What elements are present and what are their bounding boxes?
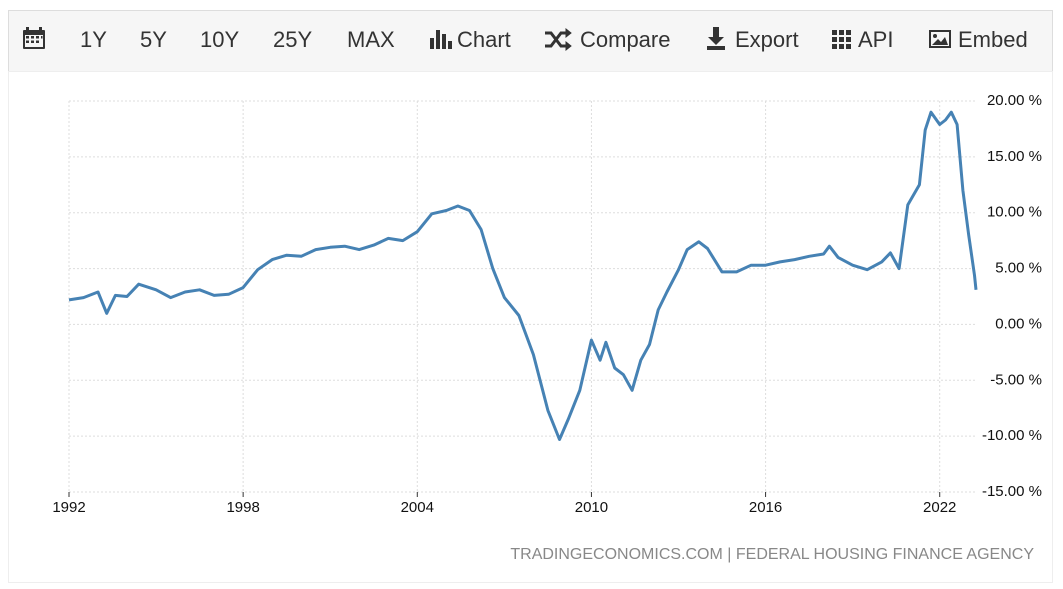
toolbar-button[interactable]: 25Y bbox=[273, 27, 312, 52]
embed-icon[interactable] bbox=[929, 30, 951, 48]
y-tick-label: -10.00 % bbox=[982, 427, 1042, 444]
source-credit: TRADINGECONOMICS.COM | FEDERAL HOUSING F… bbox=[510, 546, 1034, 563]
api-icon[interactable] bbox=[832, 30, 851, 49]
y-tick-label: 5.00 % bbox=[995, 260, 1042, 277]
calendar-icon[interactable] bbox=[23, 27, 45, 49]
x-tick-label: 2022 bbox=[923, 499, 956, 516]
toolbar-button[interactable]: Embed bbox=[958, 27, 1028, 52]
toolbar-button[interactable]: Export bbox=[735, 27, 799, 52]
toolbar-button[interactable]: 5Y bbox=[140, 27, 167, 52]
y-tick-label: 0.00 % bbox=[995, 315, 1042, 332]
x-tick-label: 2004 bbox=[401, 499, 434, 516]
x-tick-label: 1998 bbox=[226, 499, 259, 516]
toolbar bbox=[8, 10, 1053, 72]
y-tick-label: 15.00 % bbox=[987, 148, 1042, 165]
chart-frame bbox=[8, 71, 1053, 583]
toolbar-button[interactable]: API bbox=[858, 27, 893, 52]
y-tick-label: -15.00 % bbox=[982, 483, 1042, 500]
x-tick-label: 2010 bbox=[575, 499, 608, 516]
data-line bbox=[68, 110, 978, 441]
toolbar-button[interactable]: Chart bbox=[457, 27, 511, 52]
toolbar-button[interactable]: 1Y bbox=[80, 27, 107, 52]
export-icon[interactable] bbox=[707, 27, 725, 50]
y-tick-label: 20.00 % bbox=[987, 92, 1042, 109]
toolbar-button[interactable]: 10Y bbox=[200, 27, 239, 52]
chart-icon[interactable] bbox=[430, 30, 452, 49]
y-tick-label: -5.00 % bbox=[990, 371, 1042, 388]
y-tick-label: 10.00 % bbox=[987, 204, 1042, 221]
compare-icon[interactable] bbox=[545, 27, 572, 52]
toolbar-button[interactable]: Compare bbox=[580, 27, 670, 52]
toolbar-button[interactable]: MAX bbox=[347, 27, 395, 52]
x-tick-label: 2016 bbox=[749, 499, 782, 516]
x-tick-label: 1992 bbox=[52, 499, 85, 516]
